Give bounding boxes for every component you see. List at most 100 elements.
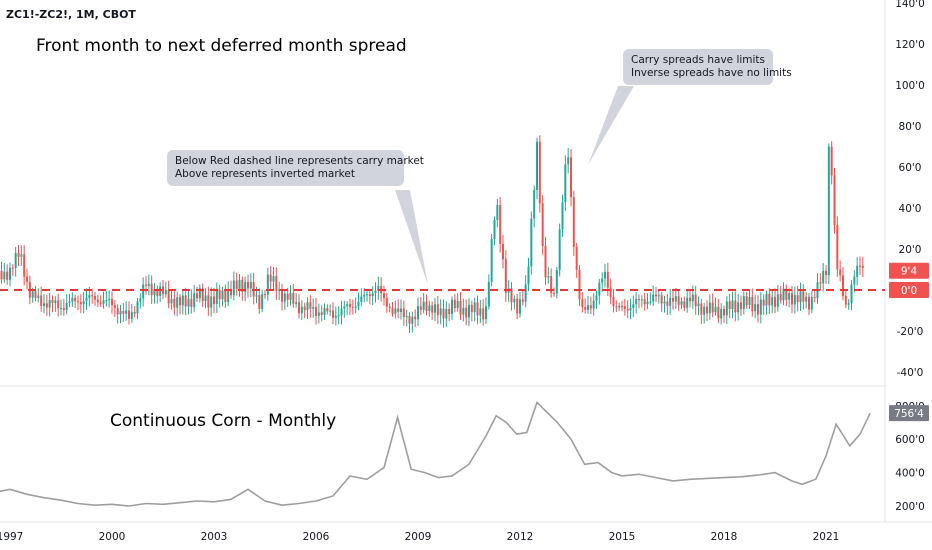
spread-candle-69 xyxy=(187,298,190,307)
spread-candle-171 xyxy=(476,302,479,316)
spread-candle-270 xyxy=(757,304,759,315)
spread-candle-60 xyxy=(162,286,164,295)
spread-y-tick-4: 60'0 xyxy=(899,162,922,174)
spread-candle-262 xyxy=(734,300,737,313)
spread-candle-7 xyxy=(11,267,14,269)
spread-candle-77 xyxy=(210,296,213,308)
spread-candle-236 xyxy=(660,295,663,304)
spread-candle-166 xyxy=(462,307,465,315)
spread-candle-39 xyxy=(102,300,105,304)
bubble-left-pointer xyxy=(395,190,428,285)
spread-candle-225 xyxy=(629,307,632,311)
spread-candle-150 xyxy=(417,306,419,320)
spread-last-value-badge-bg xyxy=(889,262,929,279)
spread-candle-30 xyxy=(77,301,79,303)
spread-candle-249 xyxy=(697,303,700,307)
spread-candle-161 xyxy=(448,308,451,314)
spread-candle-88 xyxy=(241,279,244,292)
spread-candle-111 xyxy=(306,302,309,311)
spread-candle-198 xyxy=(553,292,555,294)
spread-candle-273 xyxy=(765,293,768,306)
spread-y-tick-2: 100'0 xyxy=(895,80,925,92)
spread-candle-239 xyxy=(669,297,672,306)
spread-candle-124 xyxy=(343,306,346,309)
spread-candle-19 xyxy=(45,303,48,308)
spread-candles xyxy=(0,135,864,333)
spread-candle-86 xyxy=(235,280,238,289)
spread-candle-217 xyxy=(606,271,609,288)
corn-y-tick-1: 600'0 xyxy=(895,434,925,446)
spread-candle-189 xyxy=(527,266,530,285)
spread-candle-113 xyxy=(312,307,315,309)
spread-candle-181 xyxy=(504,259,507,293)
spread-candle-304 xyxy=(853,276,856,285)
spread-candle-305 xyxy=(856,265,859,277)
spread-candle-196 xyxy=(547,276,550,278)
x-tick-8: 2021 xyxy=(813,531,840,543)
spread-candle-34 xyxy=(88,295,91,298)
spread-candle-215 xyxy=(601,278,604,283)
spread-candle-154 xyxy=(428,305,431,312)
spread-candle-258 xyxy=(723,309,725,316)
spread-candle-173 xyxy=(482,308,485,320)
spread-candle-241 xyxy=(674,296,677,302)
spread-candle-20 xyxy=(48,299,51,308)
spread-candle-219 xyxy=(612,296,615,307)
spread-candle-191 xyxy=(533,190,536,219)
spread-candle-56 xyxy=(150,283,153,295)
time-axis: 1997 2000 2003 2006 2009 2012 2015 2018 2021 xyxy=(0,531,839,543)
spread-candle-126 xyxy=(349,304,351,308)
spread-candle-84 xyxy=(230,289,232,296)
spread-candle-133 xyxy=(368,294,371,297)
spread-candle-59 xyxy=(159,286,162,296)
spread-candle-207 xyxy=(578,269,581,300)
spread-candle-234 xyxy=(655,294,657,297)
spread-last-value-badge: 9'4 xyxy=(901,266,918,278)
spread-candle-117 xyxy=(323,308,326,315)
spread-candle-197 xyxy=(550,276,553,293)
spread-candle-31 xyxy=(79,301,82,305)
spread-candle-224 xyxy=(626,309,629,311)
x-tick-6: 2015 xyxy=(609,531,636,543)
spread-candle-132 xyxy=(366,294,368,296)
spread-candle-23 xyxy=(57,300,60,309)
spread-candle-81 xyxy=(221,290,224,300)
spread-candle-96 xyxy=(264,294,266,296)
spread-candle-214 xyxy=(598,282,601,296)
spread-candle-5 xyxy=(6,271,9,280)
spread-candle-16 xyxy=(37,295,40,298)
spread-candle-116 xyxy=(320,312,323,315)
spread-candle-179 xyxy=(499,205,502,244)
x-tick-2: 2003 xyxy=(201,531,228,543)
spread-candle-18 xyxy=(43,303,45,306)
spread-candle-98 xyxy=(269,274,272,282)
spread-candle-192 xyxy=(536,141,538,191)
spread-candle-300 xyxy=(842,275,844,296)
spread-candle-268 xyxy=(751,296,754,312)
spread-candle-147 xyxy=(408,315,411,324)
spread-candle-302 xyxy=(847,303,850,305)
carry-note-line-2: Above represents inverted market xyxy=(175,168,355,180)
spread-candle-97 xyxy=(266,274,269,295)
spread-candle-43 xyxy=(113,305,116,308)
spread-candle-22 xyxy=(54,300,57,303)
spread-candle-118 xyxy=(326,308,329,312)
spread-candle-259 xyxy=(725,301,728,316)
spread-candle-199 xyxy=(555,270,558,294)
spread-candle-49 xyxy=(130,311,133,319)
spread-candle-105 xyxy=(289,292,292,300)
spread-candle-244 xyxy=(683,301,686,308)
spread-candle-206 xyxy=(575,247,578,270)
spread-candle-292 xyxy=(819,282,822,284)
spread-candle-149 xyxy=(414,316,417,320)
spread-candle-70 xyxy=(190,298,193,307)
spread-candle-266 xyxy=(745,296,748,306)
spread-candle-26 xyxy=(65,303,68,311)
spread-candle-36 xyxy=(94,296,96,300)
spread-candle-44 xyxy=(116,307,119,315)
spread-candle-238 xyxy=(666,301,669,306)
spread-candle-50 xyxy=(133,311,136,314)
spread-candle-184 xyxy=(513,298,516,303)
spread-candle-120 xyxy=(332,310,334,318)
